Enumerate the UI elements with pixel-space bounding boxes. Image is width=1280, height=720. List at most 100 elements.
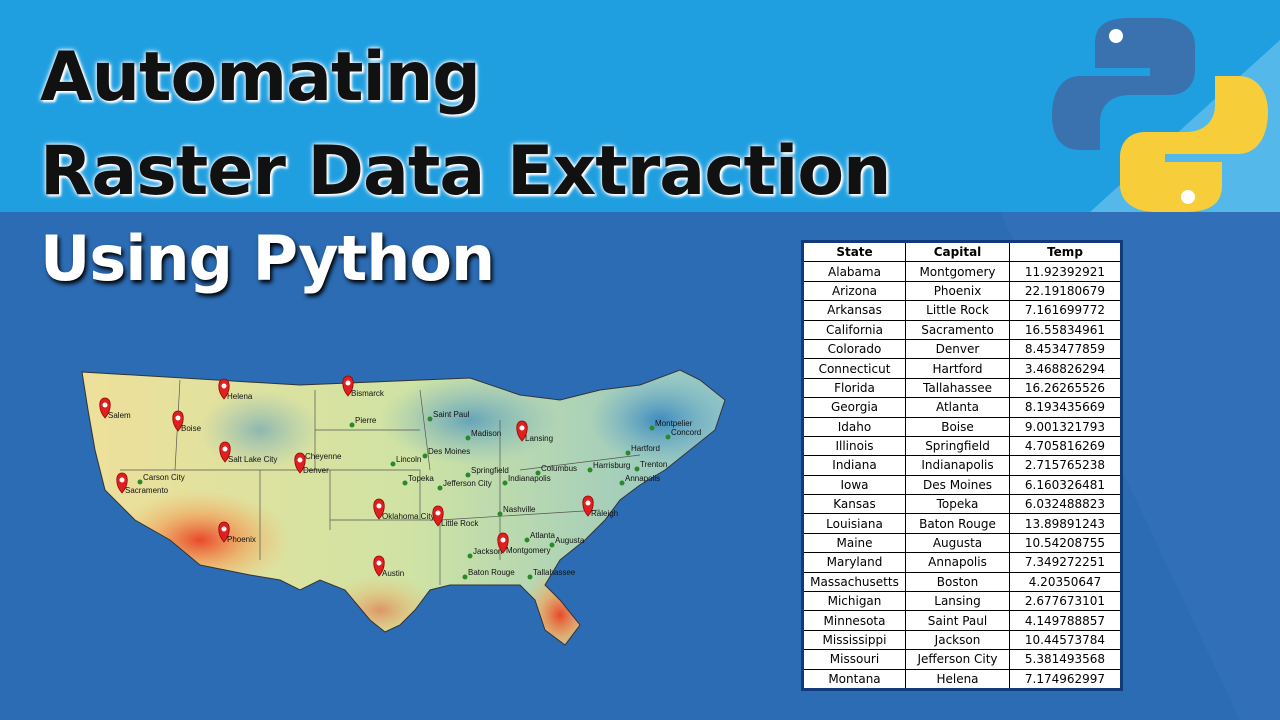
map-pin-hole bbox=[175, 415, 181, 421]
city-label: Lansing bbox=[525, 434, 553, 443]
city-label: Atlanta bbox=[530, 531, 555, 540]
map-pin-hole bbox=[221, 383, 227, 389]
title-line: Automating bbox=[40, 38, 481, 117]
table-row: Maryland Annapolis 7.349272251 bbox=[802, 552, 1122, 573]
table-cell: Springfield bbox=[905, 435, 1010, 457]
map-pin bbox=[497, 532, 509, 554]
map-pin-hole bbox=[376, 560, 382, 566]
city-label: Indianapolis bbox=[508, 474, 551, 483]
table-cell: 16.55834961 bbox=[1009, 319, 1122, 340]
city-dot bbox=[427, 416, 433, 422]
table-row: Indiana Indianapolis 2.715765238 bbox=[802, 455, 1122, 476]
table-cell: Florida bbox=[802, 377, 906, 399]
table-cell: Tallahassee bbox=[905, 377, 1010, 399]
table-cell: 2.715765238 bbox=[1009, 455, 1122, 476]
table-cell: Jackson bbox=[905, 629, 1010, 651]
city-label: Saint Paul bbox=[433, 410, 470, 419]
city-label: Augusta bbox=[555, 536, 585, 545]
city-label: Cheyenne bbox=[305, 452, 342, 461]
map-pin bbox=[218, 521, 230, 543]
city-dot bbox=[524, 537, 530, 543]
table-cell: 8.193435669 bbox=[1009, 397, 1122, 418]
table-row: Maine Augusta 10.54208755 bbox=[802, 532, 1122, 554]
city-label: Concord bbox=[671, 428, 701, 437]
table-cell: 6.160326481 bbox=[1009, 474, 1122, 496]
city-label: Raleigh bbox=[591, 509, 618, 518]
city-dot bbox=[625, 450, 631, 456]
city-label: Nashville bbox=[503, 505, 536, 514]
table-row: Connecticut Hartford 3.468826294 bbox=[802, 358, 1122, 379]
city-label: Oklahoma City bbox=[382, 512, 434, 521]
table-cell: 4.705816269 bbox=[1009, 435, 1122, 457]
city-label: Jefferson City bbox=[443, 479, 492, 488]
city-dot bbox=[634, 466, 640, 472]
map-pin bbox=[432, 505, 444, 527]
city-label: Salt Lake City bbox=[228, 455, 277, 464]
table-cell: Sacramento bbox=[905, 319, 1010, 340]
city-dot bbox=[422, 453, 428, 459]
map-pin bbox=[219, 441, 231, 463]
table-row: Michigan Lansing 2.677673101 bbox=[802, 591, 1122, 612]
table-cell: 6.032488823 bbox=[1009, 494, 1122, 515]
city-label: Tallahassee bbox=[533, 568, 576, 577]
table-cell: 16.26265526 bbox=[1009, 377, 1122, 399]
map-pin-hole bbox=[376, 503, 382, 509]
table-cell: Maine bbox=[802, 532, 906, 554]
table-cell: 8.453477859 bbox=[1009, 338, 1122, 360]
table-cell: 7.174962997 bbox=[1009, 668, 1122, 690]
map-pin bbox=[582, 495, 594, 517]
table-cell: 10.44573784 bbox=[1009, 629, 1122, 651]
title-line: Using Python bbox=[40, 222, 495, 295]
table-cell: Indianapolis bbox=[905, 455, 1010, 476]
table-cell: Missouri bbox=[802, 649, 906, 670]
map-pin bbox=[373, 555, 385, 577]
table-cell: Boise bbox=[905, 416, 1010, 437]
table-cell: Louisiana bbox=[802, 513, 906, 534]
city-dot bbox=[587, 467, 593, 473]
city-dot bbox=[349, 422, 355, 428]
map-pin bbox=[172, 410, 184, 432]
table-cell: Maryland bbox=[802, 552, 906, 573]
table-cell: 22.19180679 bbox=[1009, 280, 1122, 302]
table-cell: Boston bbox=[905, 571, 1010, 593]
map-pin bbox=[516, 420, 528, 442]
map-pin-hole bbox=[519, 425, 525, 431]
table-cell: 7.349272251 bbox=[1009, 552, 1122, 573]
map-pin-hole bbox=[345, 380, 351, 386]
table-cell: Augusta bbox=[905, 532, 1010, 554]
city-label: Boise bbox=[181, 424, 202, 433]
table-row: Massachusetts Boston 4.20350647 bbox=[802, 571, 1122, 593]
column-header: Capital bbox=[905, 240, 1010, 263]
city-label: Madison bbox=[471, 429, 501, 438]
city-label: Phoenix bbox=[227, 535, 256, 544]
city-label: Bismarck bbox=[351, 389, 385, 398]
city-dot bbox=[390, 461, 396, 467]
map: Salem Boise Helena Bismarck Pierre Saint Paul… bbox=[81, 369, 726, 646]
table-cell: Topeka bbox=[905, 494, 1010, 515]
table-cell: Lansing bbox=[905, 591, 1010, 612]
city-label: Lincoln bbox=[396, 455, 421, 464]
python-logo bbox=[1052, 18, 1268, 212]
city-dot bbox=[467, 553, 473, 559]
table-cell: Phoenix bbox=[905, 280, 1010, 302]
table-cell: Arizona bbox=[802, 280, 906, 302]
table-cell: Atlanta bbox=[905, 397, 1010, 418]
table-cell: Montana bbox=[802, 668, 906, 690]
table-cell: 11.92392921 bbox=[1009, 261, 1122, 282]
table-cell: Denver bbox=[905, 338, 1010, 360]
title-line: Raster Data Extraction bbox=[40, 132, 891, 211]
table-row: Arkansas Little Rock 7.161699772 bbox=[802, 300, 1122, 321]
table-cell: Arkansas bbox=[802, 300, 906, 321]
map-pin bbox=[218, 378, 230, 400]
table-cell: Illinois bbox=[802, 435, 906, 457]
city-label: Salem bbox=[108, 411, 131, 420]
city-label: Austin bbox=[382, 569, 404, 578]
table-row: Iowa Des Moines 6.160326481 bbox=[802, 474, 1122, 496]
city-dot bbox=[502, 480, 508, 486]
table-cell: Jefferson City bbox=[905, 649, 1010, 670]
table-row: Arizona Phoenix 22.19180679 bbox=[802, 280, 1122, 302]
city-label: Springfield bbox=[471, 466, 509, 475]
table-cell: Hartford bbox=[905, 358, 1010, 379]
